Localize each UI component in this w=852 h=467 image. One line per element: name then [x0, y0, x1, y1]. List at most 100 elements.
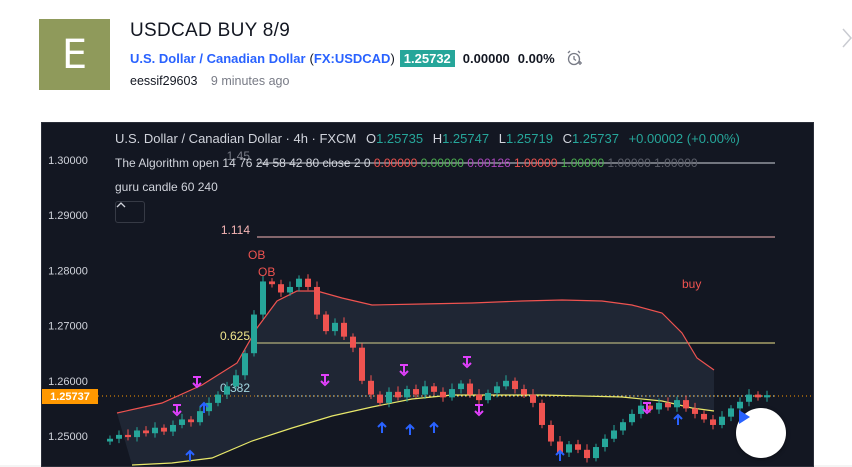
algorithm-indicator-name: The Algorithm open 14 76 24 58 42 80 clo…	[115, 156, 371, 170]
legend-h: H1.25747	[433, 131, 489, 146]
symbol-open-paren: (	[309, 50, 314, 66]
price-axis-tick: 1.29000	[48, 210, 88, 222]
candle-body	[764, 395, 770, 398]
buy-signal-arrow	[555, 449, 565, 461]
price-badge: 1.25732	[399, 49, 455, 67]
candle-body	[611, 430, 617, 439]
legend-symbol-title: U.S. Dollar / Canadian Dollar · 4h · FXC…	[115, 131, 357, 146]
legend-l: L1.25719	[499, 131, 553, 146]
candle-body	[350, 336, 356, 348]
candle-body	[701, 413, 707, 420]
chevron-right-icon[interactable]	[840, 26, 852, 50]
candle-body	[323, 314, 329, 332]
buy-signal-arrow	[673, 413, 683, 425]
price-axis-tick: 1.27000	[48, 321, 88, 333]
buy-signal-arrow	[377, 421, 387, 433]
legend-c: C1.25737	[563, 131, 619, 146]
guru-indicator-legend[interactable]: guru candle 60 240	[115, 180, 218, 194]
collapse-legend-button[interactable]	[115, 201, 145, 223]
candle-body	[233, 375, 239, 387]
candle-body	[530, 394, 536, 403]
candle-body	[404, 389, 410, 398]
candle-body	[179, 419, 185, 425]
price-axis-tick: 1.25000	[48, 431, 88, 443]
candle-body	[107, 438, 113, 442]
candle-body	[728, 408, 734, 417]
candle-body	[377, 394, 383, 403]
candle-body	[305, 278, 311, 287]
candle-body	[620, 422, 626, 431]
chart-area[interactable]: 1.30000 1.29000 1.28000 1.27000 1.26000 1.250…	[41, 122, 814, 467]
idea-meta: eessif29603 9 minutes ago	[130, 74, 289, 88]
buy-signal-arrow	[199, 401, 209, 413]
candle-body	[683, 400, 689, 409]
legend-l-label: L	[498, 131, 506, 146]
candle-body	[386, 391, 392, 403]
candle-body	[296, 278, 302, 287]
legend-c-value: 1.25737	[571, 131, 619, 146]
current-price-label: 1.25737	[42, 389, 98, 404]
candle-body	[449, 389, 455, 398]
legend-h-label: H	[432, 131, 443, 146]
play-button[interactable]	[736, 408, 786, 458]
symbol-row: U.S. Dollar / Canadian Dollar ( FX:USDCA…	[130, 49, 583, 67]
candle-body	[368, 380, 374, 395]
candle-body	[566, 444, 572, 453]
buy-signal-arrow	[405, 423, 415, 435]
author-avatar[interactable]: E	[39, 19, 110, 90]
candle-body	[287, 286, 293, 293]
candle-body	[170, 424, 176, 432]
candle-body	[161, 427, 167, 432]
sell-signal-arrow	[462, 356, 472, 369]
candle-body	[512, 380, 518, 390]
candle-body	[539, 402, 545, 425]
algorithm-indicator-value: 1.00000	[604, 156, 651, 170]
symbol-ticker-link[interactable]: FX:USDCAD	[313, 50, 391, 66]
candle-body	[251, 314, 257, 354]
candle-body	[602, 438, 608, 448]
lower-band-line	[131, 394, 715, 466]
candle-body	[521, 389, 527, 395]
candle-body	[494, 386, 500, 393]
candle-body	[485, 392, 491, 401]
buy-signal-arrow	[185, 449, 195, 461]
candle-body	[431, 386, 437, 392]
algorithm-indicator-legend[interactable]: The Algorithm open 14 76 24 58 42 80 clo…	[115, 156, 698, 170]
sell-signal-arrow	[474, 404, 484, 417]
sell-signal-arrow	[320, 374, 330, 387]
candle-body	[674, 400, 680, 408]
candle-body	[665, 402, 671, 408]
candle-body	[629, 413, 635, 423]
candle-body	[188, 419, 194, 423]
candle-body	[269, 281, 275, 285]
sell-signal-arrow	[172, 404, 182, 417]
idea-title[interactable]: USDCAD BUY 8/9	[130, 20, 291, 41]
candle-body	[242, 353, 248, 376]
price-change-percent: 0.00%	[517, 50, 555, 66]
candle-body	[152, 427, 158, 434]
candle-body	[143, 430, 149, 434]
fib-label-0-625: 0.625	[220, 329, 250, 343]
candle-body	[332, 322, 338, 332]
legend-o: O1.25735	[366, 131, 423, 146]
candle-body	[458, 383, 464, 390]
candle-body	[575, 444, 581, 450]
alarm-clock-icon[interactable]	[565, 49, 583, 67]
symbol-name-link[interactable]: U.S. Dollar / Canadian Dollar	[130, 50, 306, 66]
algorithm-indicator-value: 1.00000	[557, 156, 605, 170]
candle-body	[260, 281, 266, 315]
sell-signal-arrow	[399, 364, 409, 377]
candle-body	[557, 441, 563, 453]
price-change: 0.00000	[462, 50, 510, 66]
legend-o-value: 1.25735	[376, 131, 424, 146]
candle-body	[359, 347, 365, 381]
time-ago: 9 minutes ago	[210, 74, 290, 88]
symbol-legend: U.S. Dollar / Canadian Dollar · 4h · FXC…	[115, 131, 740, 146]
avatar-letter: E	[61, 31, 88, 78]
price-axis-tick: 1.30000	[48, 155, 88, 167]
candle-body	[314, 286, 320, 315]
candle-body	[476, 394, 482, 401]
candle-body	[125, 434, 131, 438]
author-name[interactable]: eessif29603	[130, 74, 198, 88]
